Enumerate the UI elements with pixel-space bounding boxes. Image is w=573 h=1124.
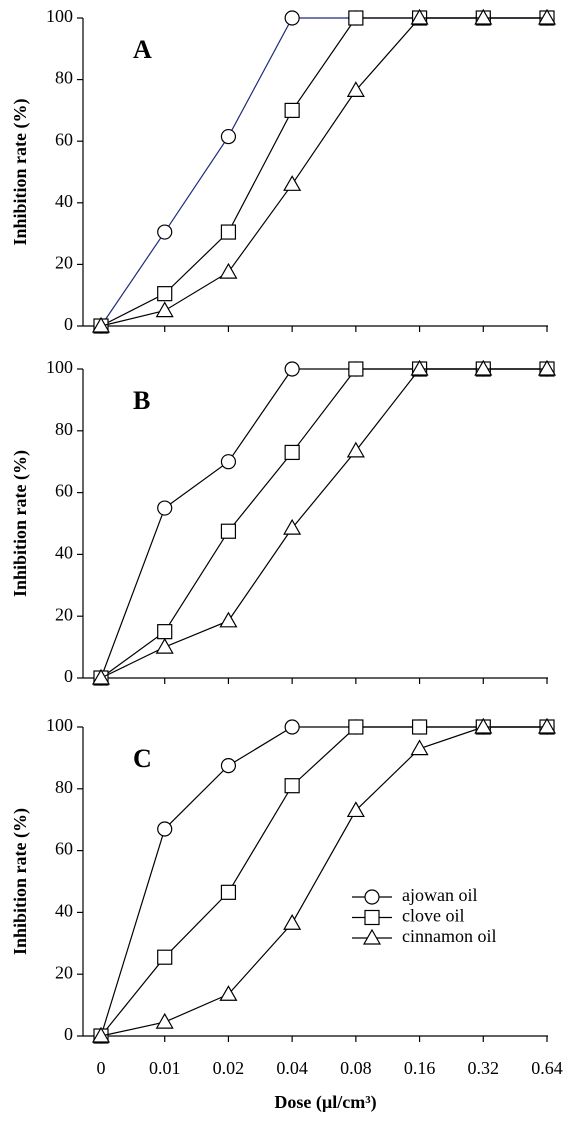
marker-triangle: [410, 739, 429, 756]
marker-circle: [220, 758, 237, 774]
marker-square: [157, 949, 173, 965]
marker-triangle: [155, 301, 174, 318]
marker-square: [348, 719, 364, 735]
marker-triangle: [474, 359, 493, 376]
y-tick-label: 40: [55, 191, 73, 211]
marker-circle: [157, 821, 173, 837]
y-tick-label: 100: [46, 715, 73, 735]
marker-triangle: [410, 359, 429, 376]
y-tick-label: 60: [55, 839, 73, 859]
marker-circle: [157, 500, 173, 516]
marker-circle: [284, 719, 300, 735]
marker-square: [284, 102, 300, 119]
y-axis-label: Inhibition rate (%): [10, 450, 31, 597]
y-tick-label: 60: [55, 129, 73, 149]
marker-square: [411, 719, 428, 735]
marker-square: [364, 909, 380, 926]
marker-triangle: [91, 668, 111, 685]
marker-triangle: [346, 81, 365, 97]
series-line: [100, 726, 547, 1037]
x-tick-label: 0.64: [531, 1058, 563, 1078]
marker-circle: [284, 361, 300, 377]
x-tick-label: 0.32: [468, 1058, 500, 1078]
x-tick-label: 0.04: [276, 1058, 308, 1078]
marker-square: [284, 778, 300, 794]
x-axis-label: Dose (µl/cm³): [274, 1092, 376, 1113]
marker-triangle: [155, 1012, 174, 1029]
y-tick-label: 0: [64, 666, 73, 686]
marker-triangle: [219, 611, 238, 628]
series-line: [100, 726, 547, 1037]
marker-square: [157, 624, 173, 640]
marker-triangle: [474, 717, 493, 734]
marker-triangle: [219, 985, 238, 1001]
y-tick-label: 20: [55, 604, 73, 624]
marker-circle: [364, 889, 380, 905]
x-tick-label: 0.16: [404, 1058, 436, 1078]
panel-label: C: [133, 744, 152, 773]
marker-triangle: [346, 441, 365, 458]
y-tick-label: 20: [55, 962, 73, 982]
y-tick-label: 80: [55, 419, 73, 439]
marker-triangle: [283, 175, 302, 191]
marker-square: [220, 884, 237, 900]
marker-square: [157, 286, 173, 302]
panel-label: A: [133, 35, 152, 64]
marker-triangle: [155, 637, 174, 654]
marker-triangle: [537, 8, 557, 25]
marker-circle: [220, 454, 237, 470]
marker-triangle: [283, 914, 302, 930]
x-tick-label: 0.01: [149, 1058, 181, 1078]
y-tick-label: 80: [55, 68, 73, 88]
legend-label: clove oil: [402, 906, 464, 926]
y-tick-label: 40: [55, 543, 73, 563]
marker-triangle: [537, 717, 557, 734]
y-tick-label: 20: [55, 253, 73, 273]
marker-circle: [220, 128, 237, 145]
y-tick-label: 100: [46, 357, 73, 377]
marker-square: [284, 444, 300, 461]
series-line: [100, 368, 547, 679]
marker-triangle: [537, 359, 557, 376]
marker-triangle: [346, 801, 365, 818]
x-tick-label: 0: [97, 1058, 106, 1078]
y-axis-label: Inhibition rate (%): [10, 808, 31, 955]
marker-triangle: [474, 8, 493, 25]
marker-circle: [157, 224, 173, 240]
panel-label: B: [133, 386, 150, 415]
marker-triangle: [410, 8, 429, 25]
y-tick-label: 60: [55, 481, 73, 501]
y-axis-label: Inhibition rate (%): [10, 98, 31, 245]
marker-triangle: [91, 1026, 111, 1043]
y-tick-label: 100: [46, 6, 73, 26]
marker-square: [348, 10, 364, 26]
y-tick-label: 0: [64, 314, 73, 334]
marker-triangle: [219, 262, 238, 279]
marker-triangle: [362, 928, 382, 945]
marker-triangle: [283, 518, 302, 535]
marker-square: [348, 361, 364, 377]
marker-circle: [284, 10, 300, 26]
series-line: [100, 17, 547, 327]
x-tick-label: 0.02: [213, 1058, 245, 1078]
series-line: [100, 726, 547, 1037]
marker-square: [220, 224, 237, 240]
y-tick-label: 0: [64, 1024, 73, 1044]
legend-label: ajowan oil: [402, 885, 477, 905]
y-tick-label: 80: [55, 777, 73, 797]
legend-label: cinnamon oil: [402, 926, 496, 946]
series-line: [100, 17, 547, 327]
x-tick-label: 0.08: [340, 1058, 372, 1078]
y-tick-label: 40: [55, 901, 73, 921]
marker-triangle: [91, 316, 111, 333]
marker-square: [220, 523, 237, 539]
